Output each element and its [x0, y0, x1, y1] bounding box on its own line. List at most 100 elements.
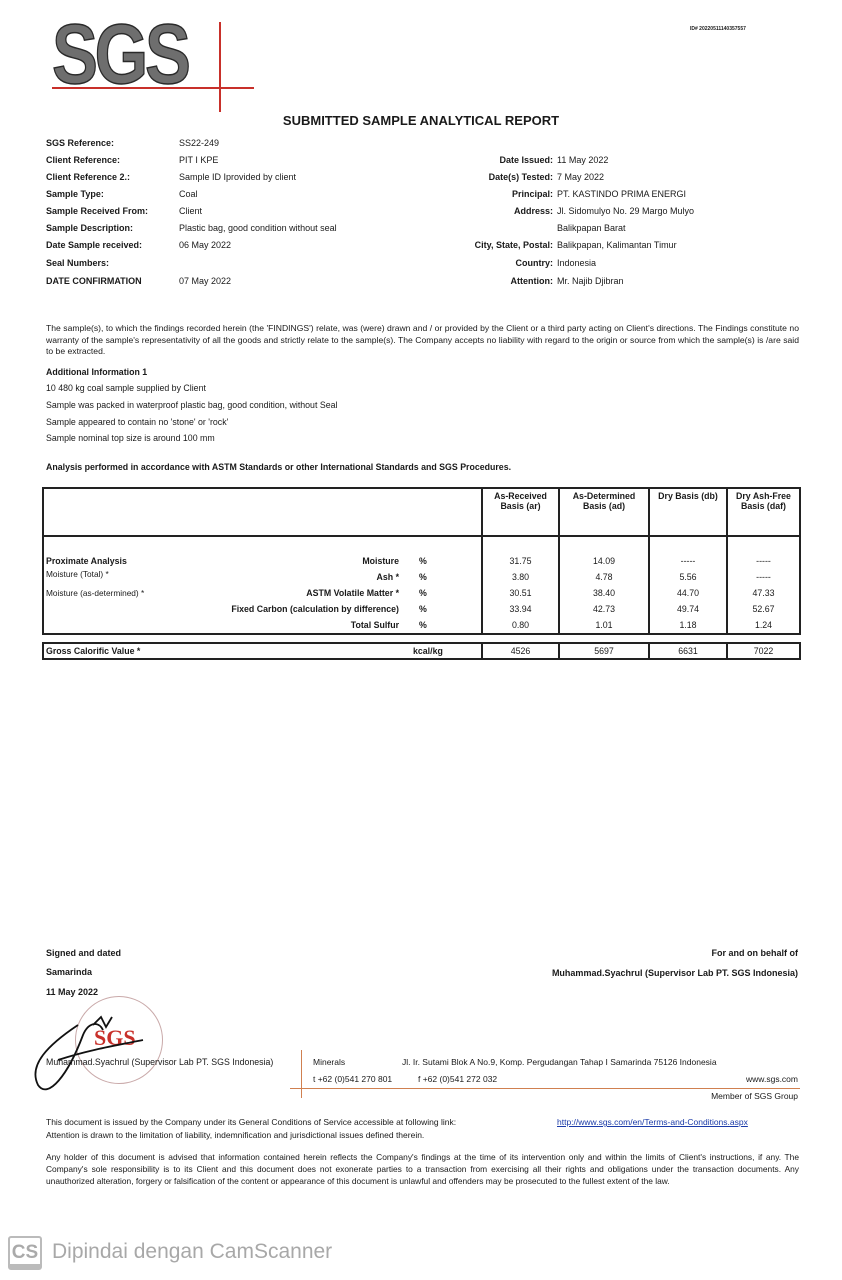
column-header: As-Determined Basis (ad): [558, 488, 649, 536]
additional-info-heading: Additional Information 1: [46, 367, 148, 377]
field-label: Date(s) Tested:: [488, 172, 553, 182]
field-value: 7 May 2022: [557, 172, 605, 182]
value-ad: 5697: [558, 643, 649, 659]
value-db: 5.56: [648, 569, 727, 585]
value-ar: 30.51: [481, 585, 559, 601]
field-value: SS22-249: [179, 138, 220, 148]
field-label: Principal:: [511, 189, 553, 199]
value-db: 44.70: [648, 585, 727, 601]
conditions-text: This document is issued by the Company u…: [46, 1117, 457, 1127]
method-label: Moisture (Total) *: [46, 569, 109, 579]
method-label: Moisture (as-determined) *: [46, 588, 145, 598]
signed-label: Signed and dated: [46, 948, 122, 958]
value-ad: 38.40: [558, 585, 649, 601]
field-label: Attention:: [510, 276, 554, 286]
field-value: Sample ID Iprovided by client: [179, 172, 297, 182]
member-label: Member of SGS Group: [711, 1091, 798, 1101]
table-row: Gross Calorific Value * kcal/kg 4526 569…: [43, 643, 800, 659]
value-ad: 1.01: [558, 617, 649, 634]
additional-info-line: 10 480 kg coal sample supplied by Client: [46, 383, 206, 393]
unit: %: [419, 572, 427, 582]
additional-info-line: Sample was packed in waterproof plastic …: [46, 400, 338, 410]
parameter-name: Moisture: [362, 556, 399, 566]
unit: %: [419, 620, 427, 630]
analysis-note: Analysis performed in accordance with AS…: [46, 462, 512, 472]
value-daf: 52.67: [726, 601, 800, 617]
field-value: Balikpapan, Kalimantan Timur: [557, 240, 677, 250]
value-daf: 1.24: [726, 617, 800, 634]
office-phone: t +62 (0)541 270 801: [313, 1074, 393, 1084]
signed-date: 11 May 2022: [46, 987, 99, 997]
divider: [290, 1088, 800, 1089]
gcv-label: Gross Calorific Value *: [46, 646, 141, 656]
camscanner-text: Dipindai dengan CamScanner: [52, 1240, 333, 1263]
field-label: Sample Description:: [46, 223, 134, 233]
company-seal: [75, 996, 163, 1084]
logo-red-line: [52, 87, 254, 89]
value-daf: -----: [726, 569, 800, 585]
gcv-table: Gross Calorific Value * kcal/kg 4526 569…: [42, 642, 801, 660]
parameter-name: Fixed Carbon (calculation by difference): [231, 604, 399, 614]
analysis-table: As-Received Basis (ar) As-Determined Bas…: [42, 487, 801, 635]
conditions-text: Attention is drawn to the limitation of …: [46, 1130, 425, 1140]
table-row: Proximate Analysis Moisture % 31.75 14.0…: [43, 553, 800, 569]
field-value: Jl. Sidomulyo No. 29 Margo Mulyo: [557, 206, 695, 216]
field-label: Date Sample received:: [46, 240, 143, 250]
field-value: Balikpapan Barat: [557, 223, 626, 233]
value-ar: 4526: [481, 643, 559, 659]
column-header: Dry Basis (db): [648, 488, 727, 536]
field-value: PT. KASTINDO PRIMA ENERGI: [557, 189, 687, 199]
column-header: Dry Ash-Free Basis (daf): [726, 488, 800, 536]
field-value: Indonesia: [557, 258, 597, 268]
holder-disclaimer: Any holder of this document is advised t…: [46, 1152, 799, 1186]
field-label: DATE CONFIRMATION: [46, 276, 142, 286]
camscanner-logo: CS: [8, 1236, 42, 1270]
value-ad: 14.09: [558, 553, 649, 569]
office-division: Minerals: [313, 1057, 346, 1067]
additional-info-line: Sample nominal top size is around 100 mm: [46, 433, 215, 443]
value-ar: 3.80: [481, 569, 559, 585]
table-header-row: As-Received Basis (ar) As-Determined Bas…: [43, 488, 800, 536]
field-label: Client Reference:: [46, 155, 121, 165]
value-db: 1.18: [648, 617, 727, 634]
field-value: Coal: [179, 189, 198, 199]
parameter-name: Total Sulfur: [350, 620, 399, 630]
signer-line: Muhammad.Syachrul (Supervisor Lab PT. SG…: [46, 1057, 274, 1067]
unit: %: [419, 556, 427, 566]
logo-red-line: [219, 22, 221, 112]
unit: %: [419, 588, 427, 598]
handwritten-signature: [34, 1015, 144, 1091]
field-value: PIT I KPE: [179, 155, 219, 165]
field-label: Seal Numbers:: [46, 258, 110, 268]
signed-place: Samarinda: [46, 967, 93, 977]
value-daf: -----: [726, 553, 800, 569]
table-row: Fixed Carbon (calculation by difference)…: [43, 601, 800, 617]
value-daf: 47.33: [726, 585, 800, 601]
logo-text: SGS: [51, 7, 191, 101]
additional-info-line: Sample appeared to contain no 'stone' or…: [46, 417, 229, 427]
table-row: Moisture (Total) * Ash * % 3.80 4.78 5.5…: [43, 569, 800, 585]
field-value: 11 May 2022: [557, 155, 609, 165]
field-value: 06 May 2022: [179, 240, 232, 250]
field-value: 07 May 2022: [179, 276, 232, 286]
section-label: Proximate Analysis: [46, 556, 127, 566]
behalf-label: For and on behalf of: [711, 948, 799, 958]
office-address: Jl. Ir. Sutami Blok A No.9, Komp. Pergud…: [402, 1057, 717, 1067]
value-db: 6631: [648, 643, 727, 659]
terms-link[interactable]: http://www.sgs.com/en/Terms-and-Conditio…: [557, 1117, 748, 1127]
value-ad: 42.73: [558, 601, 649, 617]
field-label: Country:: [515, 258, 554, 268]
value-ar: 0.80: [481, 617, 559, 634]
value-ad: 4.78: [558, 569, 649, 585]
field-label: Sample Type:: [46, 189, 104, 199]
column-header: As-Received Basis (ar): [481, 488, 559, 536]
field-label: Address:: [513, 206, 553, 216]
value-daf: 7022: [726, 643, 800, 659]
field-label: City, State, Postal:: [474, 240, 553, 250]
unit: %: [419, 604, 427, 614]
value-ar: 33.94: [481, 601, 559, 617]
field-label: SGS Reference:: [46, 138, 115, 148]
unit: kcal/kg: [413, 646, 443, 656]
document-id: ID# 20220511140357557: [690, 26, 746, 32]
field-value: Client: [179, 206, 203, 216]
